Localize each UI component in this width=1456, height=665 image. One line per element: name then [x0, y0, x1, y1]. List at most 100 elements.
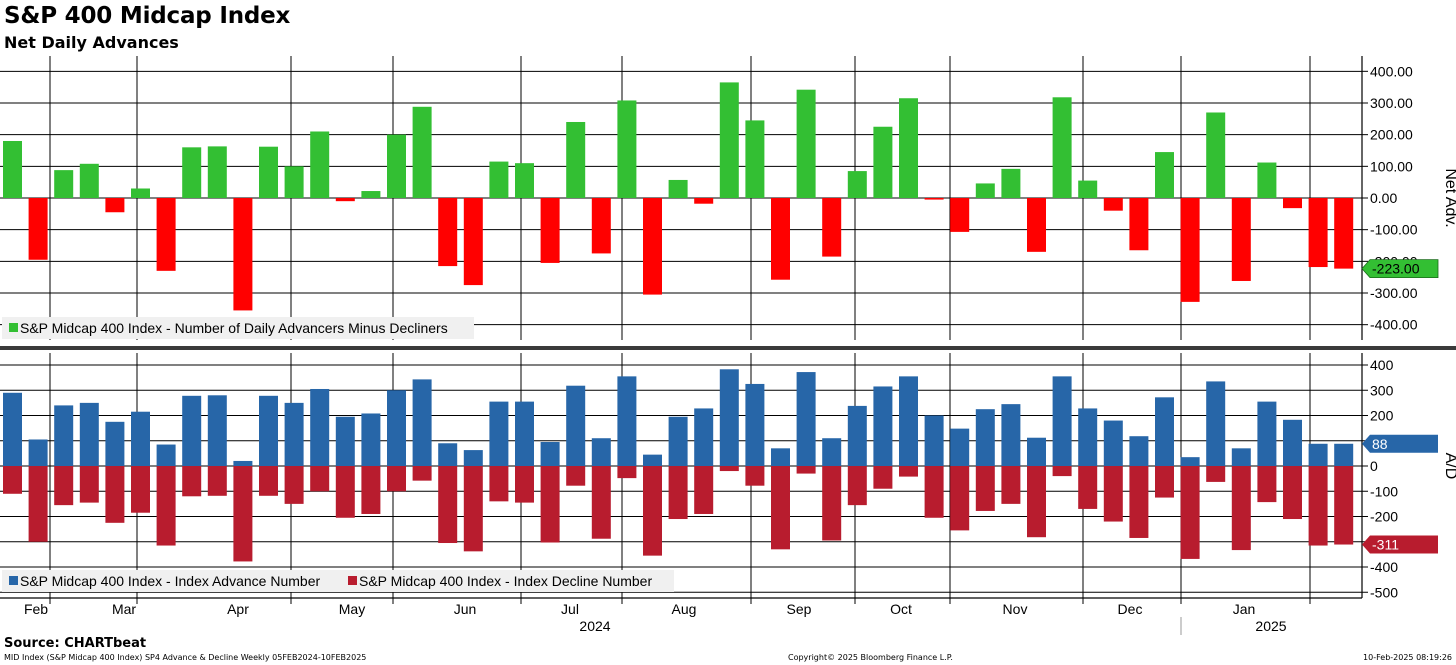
net-advance-bar: [1257, 162, 1277, 198]
decline-bar: [515, 466, 534, 503]
advance-bar: [796, 372, 816, 466]
net-advance-bar: [1206, 112, 1226, 198]
advance-bar: [412, 379, 432, 466]
net-advance-bar: [515, 163, 534, 198]
advance-bar: [28, 439, 48, 466]
y-tick-label: 400.00: [1370, 63, 1413, 79]
decline-bar: [1308, 466, 1328, 546]
advance-bar: [617, 376, 637, 466]
decline-bar: [1129, 466, 1149, 538]
bottom-legend-swatch-advance: [9, 576, 18, 585]
decline-bar: [438, 466, 458, 544]
advance-last-value-label: 88: [1372, 436, 1388, 452]
net-advance-bar: [1078, 180, 1098, 198]
net-advance-bar: [1129, 198, 1149, 251]
month-label: May: [339, 601, 365, 617]
decline-bar: [1027, 466, 1046, 538]
net-advance-bar: [796, 89, 816, 198]
net-advance-bar: [259, 146, 278, 198]
advance-bar: [259, 395, 278, 466]
net-advance-bar: [975, 183, 995, 198]
decline-bar: [412, 466, 432, 481]
y-tick-label: 200.00: [1370, 127, 1413, 143]
decline-bar: [489, 466, 509, 502]
advance-bar: [361, 413, 381, 466]
advance-bar: [719, 369, 739, 466]
decline-bar: [259, 466, 278, 496]
advance-bar: [899, 376, 918, 466]
decline-bar: [463, 466, 483, 552]
net-advance-bar: [489, 161, 509, 198]
decline-bar: [54, 466, 74, 506]
net-advance-bar: [182, 147, 202, 198]
net-advance-bar: [361, 191, 381, 198]
y-tick-label: 300.00: [1370, 95, 1413, 111]
advance-bar: [1283, 419, 1302, 466]
decline-bar: [540, 466, 560, 543]
y-tick-label: -400.00: [1370, 317, 1418, 333]
advance-bar: [182, 395, 202, 466]
decline-last-value-label: -311: [1372, 537, 1399, 553]
net-advance-bar: [207, 146, 227, 198]
decline-bar: [566, 466, 586, 486]
net-advance-bar: [335, 198, 355, 202]
advance-bar: [1103, 420, 1123, 466]
decline-bar: [335, 466, 355, 518]
month-label: Dec: [1118, 601, 1143, 617]
y-tick-label: 0: [1370, 458, 1378, 474]
decline-bar: [131, 466, 150, 513]
advance-bar: [1308, 443, 1328, 466]
advance-bar: [668, 416, 688, 466]
top-legend-box: [2, 317, 474, 339]
chart-subtitle: Net Daily Advances: [4, 33, 179, 52]
net-advance-bar: [105, 198, 125, 213]
top-last-value-label: -223.00: [1372, 261, 1420, 277]
net-advance-bar: [310, 131, 330, 198]
net-advance-bar: [412, 106, 432, 198]
advance-bar: [745, 383, 765, 466]
advance-bar: [1257, 401, 1277, 466]
advance-bar: [207, 395, 227, 466]
footer-timestamp: 10-Feb-2025 08:19:26: [1363, 653, 1452, 662]
decline-bar: [847, 466, 867, 506]
net-advance-bar: [1103, 198, 1123, 211]
decline-bar: [822, 466, 842, 541]
month-label: Nov: [1003, 601, 1028, 617]
decline-bar: [1283, 466, 1302, 520]
net-advance-bar: [1231, 198, 1251, 281]
y-tick-label: -300.00: [1370, 285, 1418, 301]
advance-bar: [643, 454, 662, 466]
advance-bar: [233, 460, 253, 466]
decline-bar: [694, 466, 714, 514]
decline-bar: [719, 466, 739, 472]
net-advance-bar: [54, 170, 74, 198]
net-advance-bar: [1334, 198, 1354, 269]
net-advance-bar: [719, 82, 739, 198]
decline-bar: [796, 466, 816, 474]
advance-bar: [1231, 448, 1251, 466]
decline-bar: [284, 466, 304, 504]
decline-bar: [745, 466, 765, 486]
net-advance-bar: [950, 198, 970, 232]
decline-bar: [1001, 466, 1021, 504]
advance-last-value-tag: [1362, 434, 1438, 453]
net-advance-bar: [617, 100, 637, 198]
month-label: Jun: [454, 601, 477, 617]
decline-bar: [873, 466, 893, 489]
net-advance-bar: [668, 179, 688, 198]
net-advance-bar: [694, 198, 714, 204]
advance-bar: [79, 402, 99, 466]
y-tick-label: 400: [1370, 357, 1394, 373]
month-label: Aug: [672, 601, 697, 617]
advance-bar: [310, 388, 330, 466]
advance-bar: [1334, 443, 1354, 466]
advance-bar: [975, 409, 995, 466]
advance-bar: [924, 415, 944, 466]
y-tick-label: 100.00: [1370, 158, 1413, 174]
decline-bar: [1078, 466, 1098, 509]
advance-bar: [873, 386, 893, 466]
top-y-axis-label: Net Adv.: [1442, 168, 1456, 227]
advance-bar: [3, 392, 22, 466]
y-tick-label: -100: [1370, 483, 1398, 499]
